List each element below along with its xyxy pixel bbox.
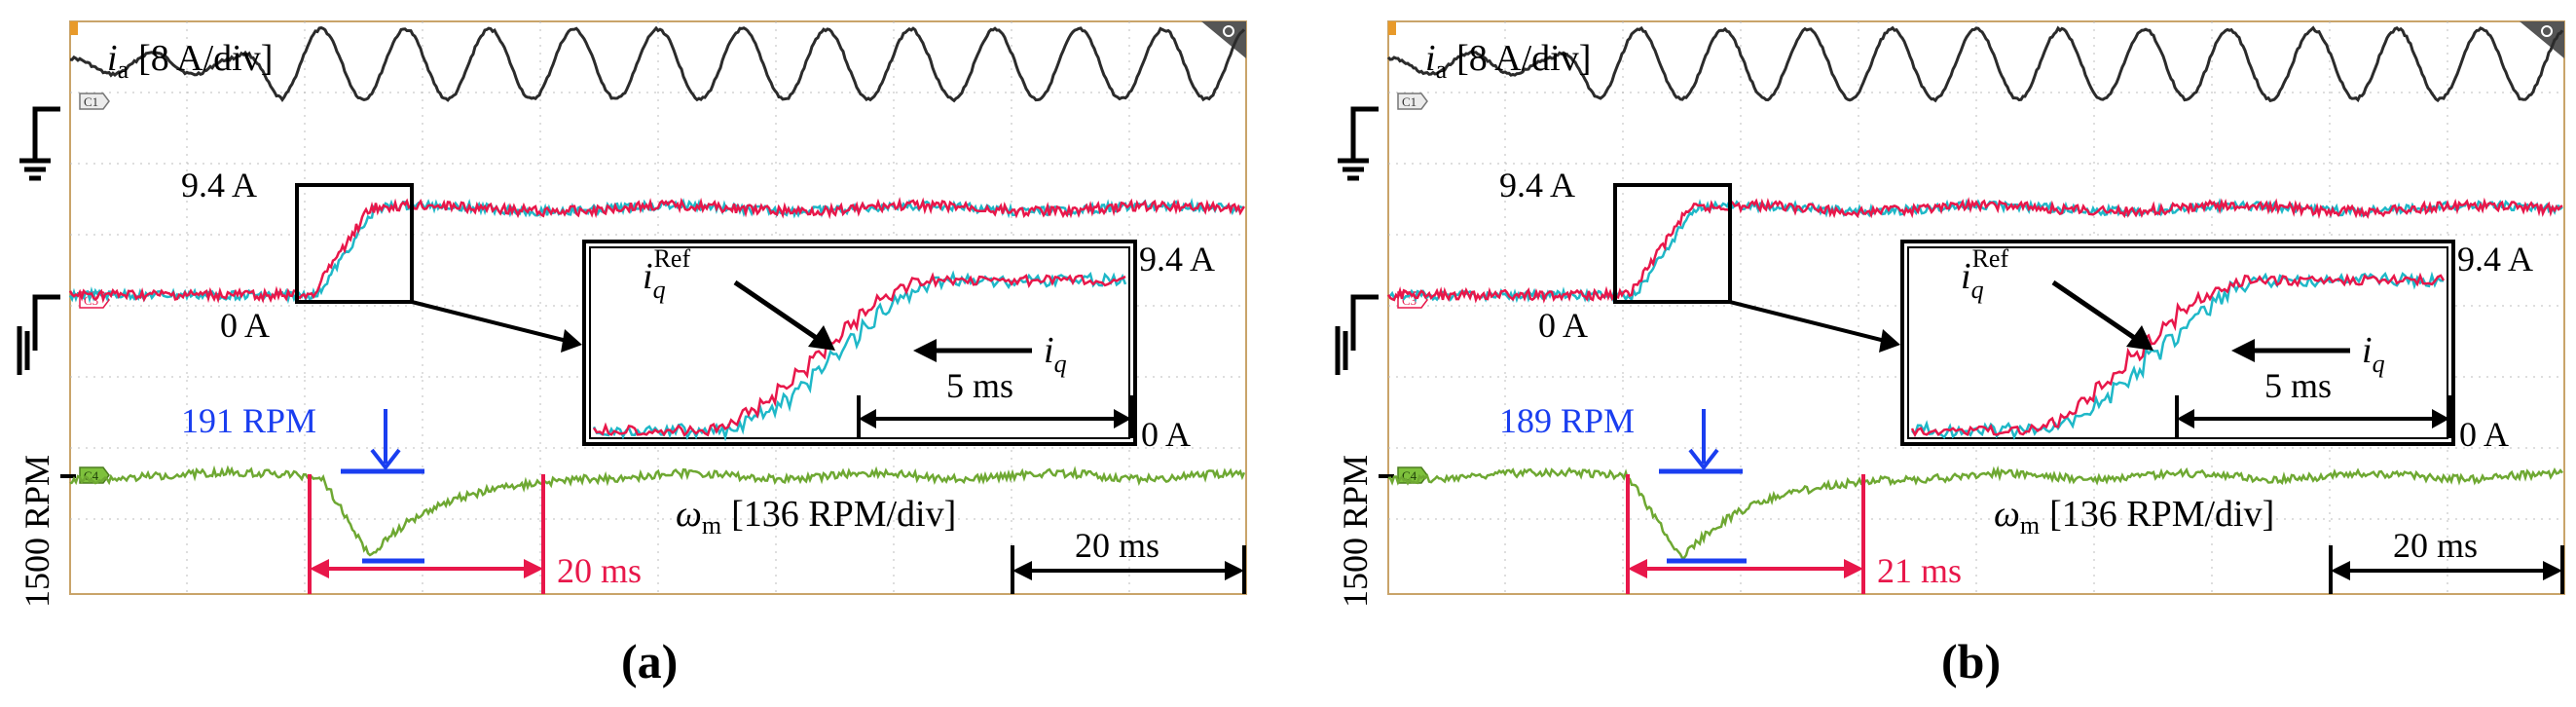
speed-trace [69,465,1246,557]
inset-high-label: 9.4 A [2457,240,2533,279]
zoom-arrow [1729,300,1894,345]
dim-arrowhead [2177,409,2194,428]
current-high-label: 9.4 A [1499,166,1575,205]
inset-iq-ref-trace [592,272,1126,437]
red-dim-arrowhead [1844,559,1863,578]
time-div-arrowhead [2543,561,2562,580]
time-div-arrowhead [1225,561,1244,580]
speed-dip-label: 191 RPM [181,401,316,440]
channel-tag-c4: C4 [1397,466,1428,484]
grid [1388,21,2564,594]
ia-label: ia [8 A/div] [107,38,273,84]
ground-icon [1335,294,1379,375]
time-div-arrowhead [1012,561,1032,580]
iq-ref-pointer [2051,279,2138,342]
panel-caption: (a) [621,634,679,688]
zoom-arrowhead [561,329,582,353]
dim-arrowhead [2432,409,2449,428]
panel-b: C1 C3 C4 ia [8 A/div] 9.4 A 0 A 9.4 A 0 A [1318,0,2576,707]
inset-time-label: 5 ms [2264,366,2332,405]
iq-ref-label: iqRef [1961,244,2008,304]
dip-arrowhead [1688,448,1719,471]
iq-label: iq [2362,330,2385,378]
inset-low-label: 0 A [2459,415,2509,454]
speed-axis-label: 1500 RPM [18,455,56,608]
iq-ref-trace [68,197,1246,304]
corner-icon [2520,21,2564,58]
oscilloscope-a: C1 C3 C4 ia [8 A/div] 9 [17,20,1247,608]
trigger-marker [70,21,78,35]
iq-pointer-head [913,339,937,362]
ia-trace [1386,25,2564,103]
iq-label: iq [1044,330,1067,378]
dip-arrowhead [370,448,401,471]
speed-axis-label: 1500 RPM [1336,455,1375,608]
ground-icon [1338,106,1379,181]
ground-icon [19,106,60,181]
current-low-label: 0 A [1538,306,1588,345]
svg-text:C1: C1 [84,94,98,109]
time-div-label: 20 ms [2393,526,2478,565]
trigger-marker [1388,21,1396,35]
inset-iq-ref-trace [1910,272,2446,437]
zoom-arrow [411,300,575,345]
current-low-label: 0 A [220,306,270,345]
corner-icon [1201,21,1246,58]
dim-arrowhead [859,409,876,428]
probe-icon [2541,25,2553,37]
inset-high-label: 9.4 A [1139,240,1215,279]
zoom-box [1613,183,1732,304]
red-dim-arrowhead [1628,559,1647,578]
current-high-label: 9.4 A [181,166,257,205]
inset-iq-trace [592,270,1127,442]
ground-icon [17,294,60,375]
speed-label: ωm [136 RPM/div] [676,494,956,540]
iq-ref-label: iqRef [643,244,690,304]
dim-arrowhead [1114,409,1131,428]
iq-ref-pointer [733,279,820,342]
red-dim-arrowhead [524,559,543,578]
svg-text:C1: C1 [1402,94,1417,109]
panel-caption: (b) [1941,634,2002,688]
iq-ref-pointer-head [2126,325,2153,351]
inset-time-label: 5 ms [946,366,1013,405]
channel-tag-c1: C1 [1397,93,1428,110]
iq-ref-pointer-head [808,325,835,351]
recovery-time-label: 20 ms [557,551,642,590]
speed-trace [1387,465,2563,560]
inset-iq-trace [1910,271,2444,441]
iq-ref-trace [1386,197,2563,304]
time-div-label: 20 ms [1075,526,1159,565]
time-div-arrowhead [2331,561,2350,580]
zoom-box [295,183,414,304]
speed-dip-label: 189 RPM [1499,401,1635,440]
probe-icon [1223,25,1234,37]
grid [70,21,1246,594]
channel-tag-c1: C1 [79,93,110,110]
ia-trace [70,25,1246,103]
ia-label: ia [8 A/div] [1425,38,1591,84]
recovery-time-label: 21 ms [1877,551,1962,590]
zoom-arrowhead [1879,329,1900,353]
inset-low-label: 0 A [1141,415,1191,454]
speed-label: ωm [136 RPM/div] [1994,494,2274,540]
iq-pointer-head [2231,339,2255,362]
panel-a: C1 C3 C4 ia [8 A/div] 9 [17,20,1247,688]
oscilloscope-b: C1 C3 C4 ia [8 A/div] 9.4 A 0 A 9.4 A 0 A [1335,20,2565,608]
red-dim-arrowhead [310,559,329,578]
